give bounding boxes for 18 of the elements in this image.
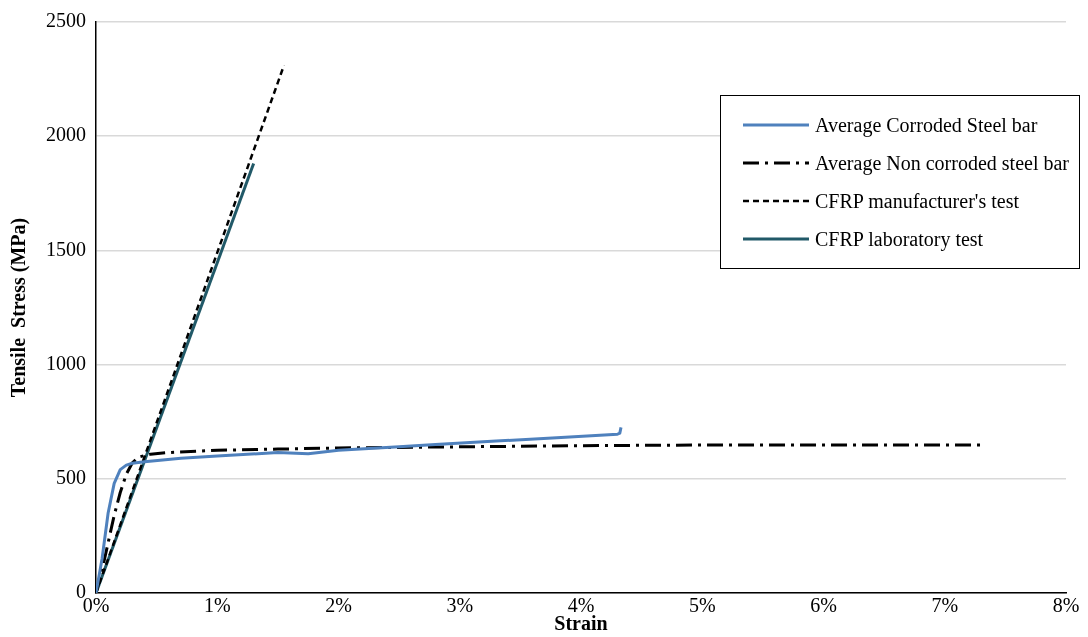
x-tick-label: 7% — [931, 594, 959, 617]
x-axis-title: Strain — [554, 612, 608, 635]
legend-label: CFRP laboratory test — [815, 227, 984, 251]
x-tick-label: 6% — [810, 594, 837, 617]
legend-label: CFRP manufacturer's test — [815, 189, 1019, 213]
x-tick-label: 8% — [1052, 594, 1080, 617]
legend-label: Average Corroded Steel bar — [815, 113, 1038, 137]
x-tick-label: 3% — [446, 594, 474, 617]
x-tick-label: 1% — [203, 594, 231, 617]
y-tick-label: 1500 — [46, 237, 86, 260]
legend-label: Average Non corroded steel bar — [815, 151, 1069, 175]
y-tick-label: 500 — [56, 466, 86, 489]
x-tick-label: 5% — [688, 594, 716, 617]
y-tick-label: 2500 — [46, 9, 86, 32]
x-tick-label: 2% — [325, 594, 352, 617]
y-tick-label: 2000 — [46, 123, 86, 146]
y-tick-label: 1000 — [46, 351, 86, 374]
y-axis-title: Tensile Stress (MPa) — [7, 217, 31, 398]
